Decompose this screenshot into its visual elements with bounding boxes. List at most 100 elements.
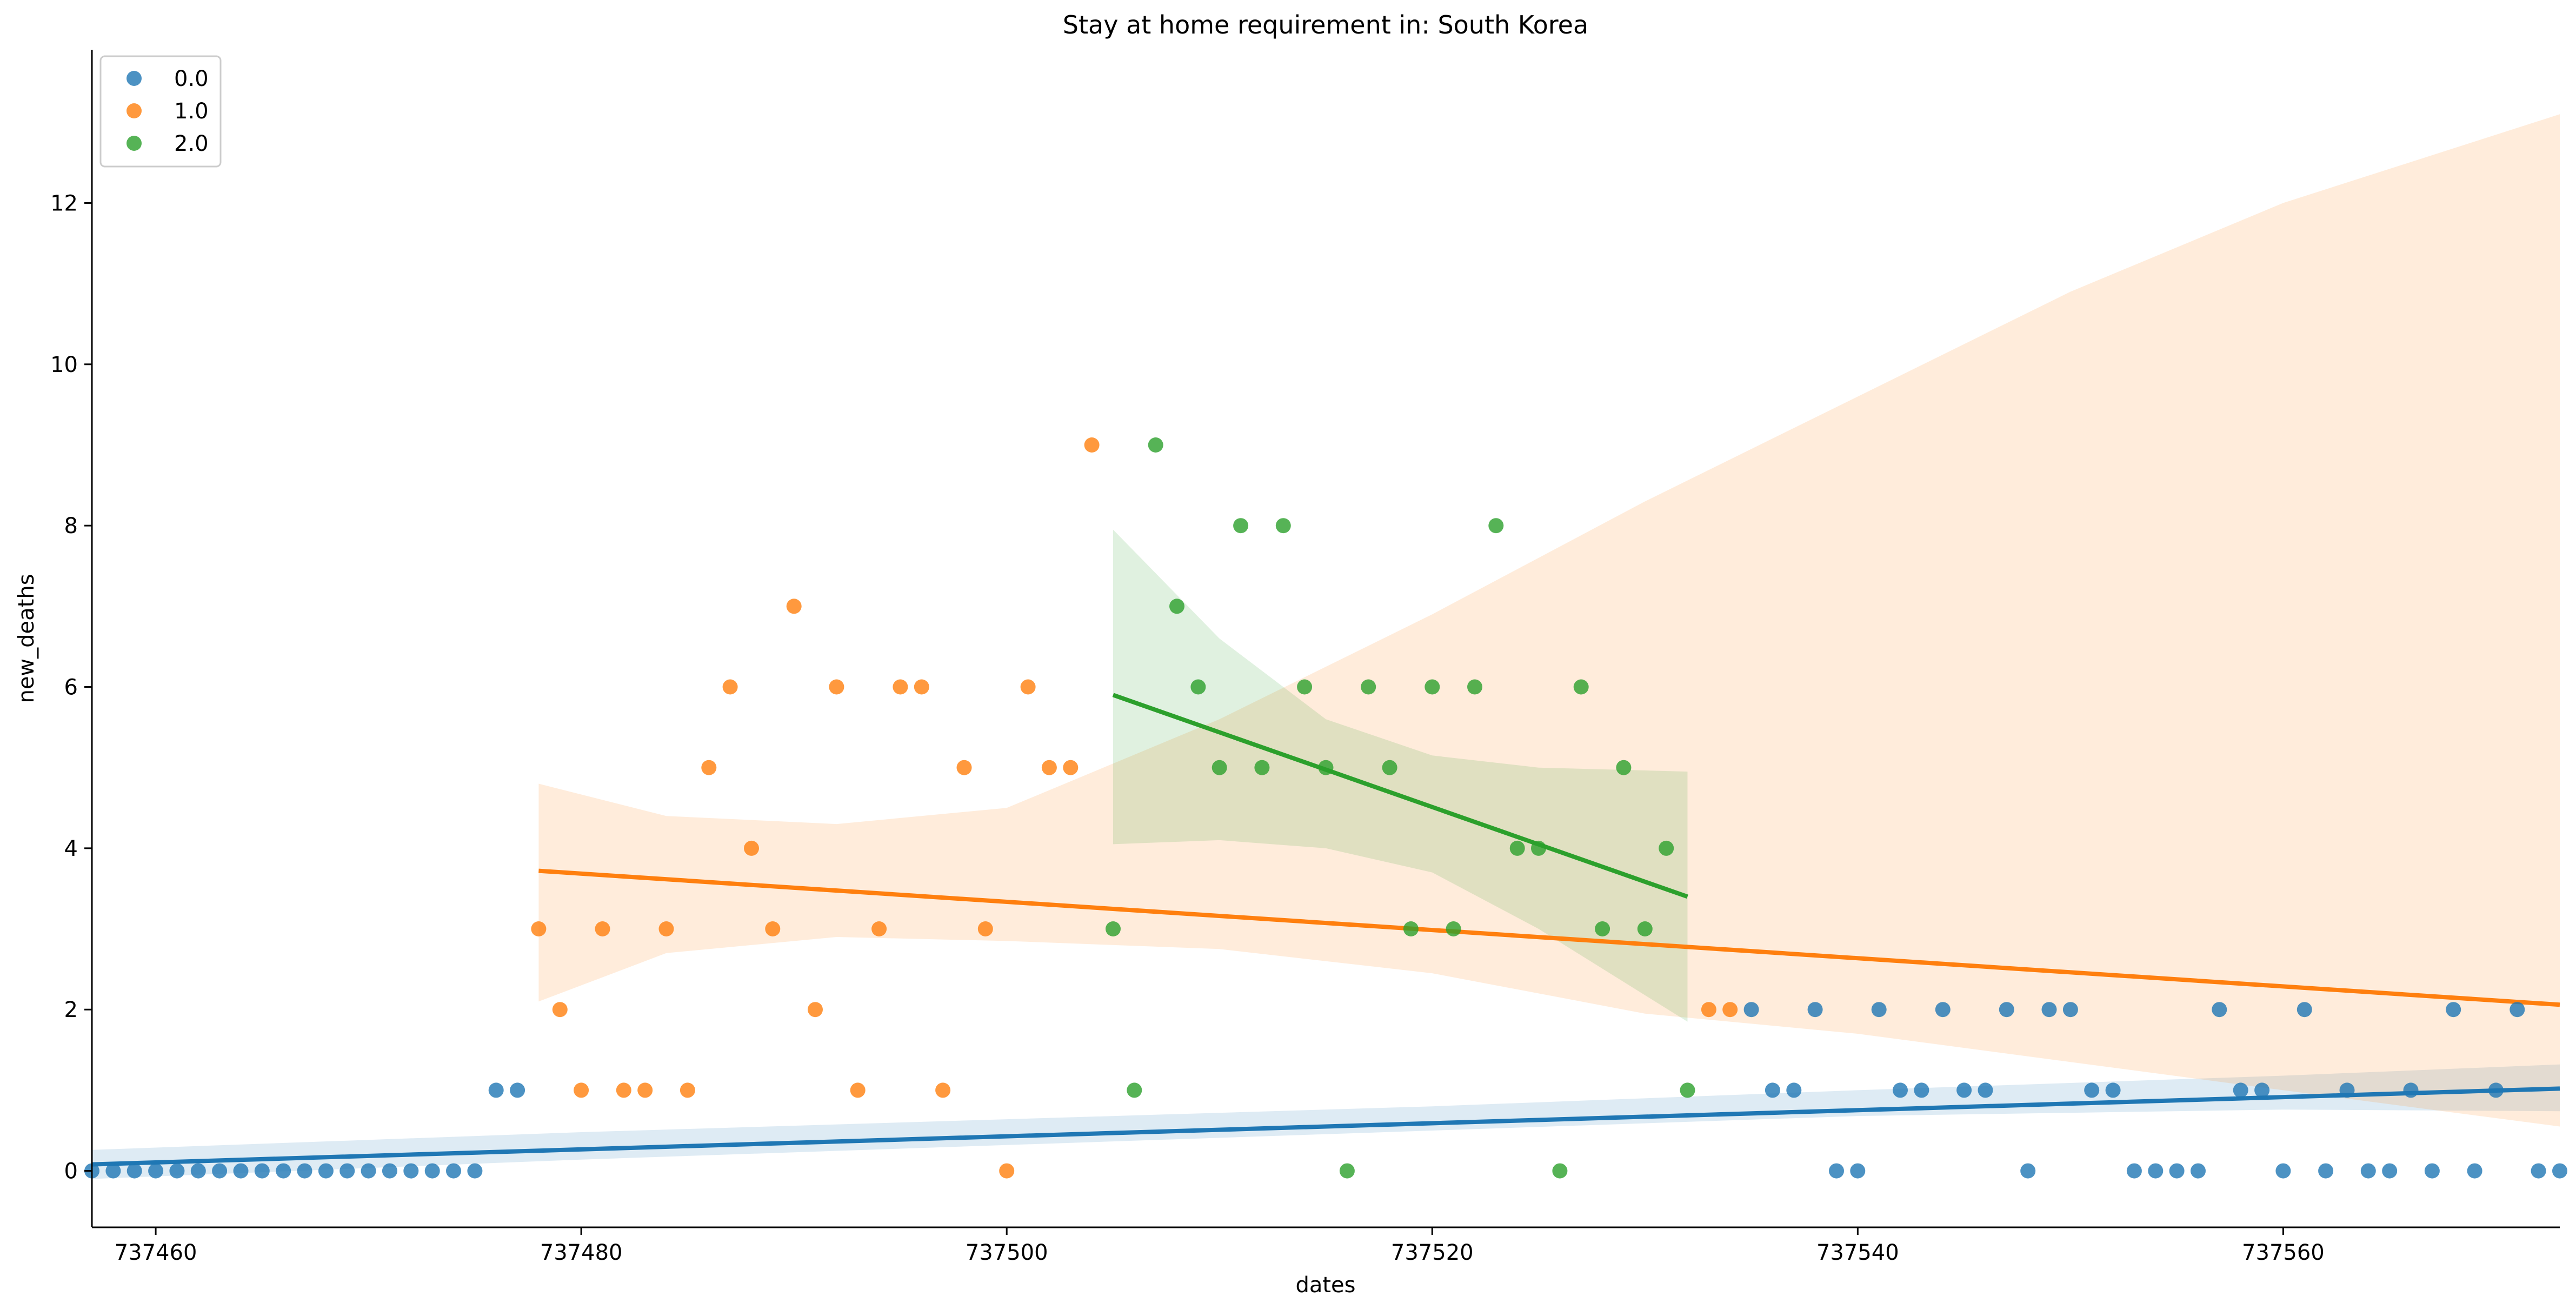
data-point-2.0 (1254, 760, 1270, 775)
data-point-0.0 (254, 1163, 270, 1179)
data-point-0.0 (446, 1163, 461, 1179)
data-point-1.0 (574, 1082, 589, 1098)
data-point-2.0 (1488, 518, 1504, 534)
data-point-0.0 (2191, 1163, 2206, 1179)
data-point-2.0 (1297, 679, 1313, 695)
data-point-0.0 (190, 1163, 206, 1179)
data-point-0.0 (1850, 1163, 1866, 1179)
data-point-0.0 (2424, 1163, 2440, 1179)
y-tick-label: 10 (50, 353, 78, 377)
regression-line-2.0 (1112, 693, 1688, 899)
data-point-0.0 (1871, 1002, 1887, 1018)
data-point-0.0 (2148, 1163, 2164, 1179)
data-point-0.0 (2041, 1002, 2057, 1018)
y-tick-label: 12 (50, 191, 78, 216)
y-tick-label: 0 (64, 1159, 78, 1184)
legend-label: 1.0 (174, 99, 209, 124)
data-point-2.0 (1552, 1163, 1568, 1179)
data-point-2.0 (1509, 840, 1525, 856)
data-point-2.0 (1190, 679, 1206, 695)
data-point-0.0 (2020, 1163, 2036, 1179)
data-point-1.0 (808, 1002, 823, 1018)
data-point-0.0 (382, 1163, 397, 1179)
data-point-0.0 (1935, 1002, 1951, 1018)
data-point-2.0 (1212, 760, 1227, 775)
data-point-2.0 (1169, 599, 1184, 614)
data-point-0.0 (2403, 1082, 2419, 1098)
data-point-0.0 (2254, 1082, 2270, 1098)
data-point-1.0 (531, 921, 547, 936)
x-axis-ticks: 737460 737480 737500 737520 737540 737560 (115, 1227, 2325, 1265)
data-point-0.0 (2360, 1163, 2376, 1179)
data-point-2.0 (1659, 840, 1674, 856)
y-tick-label: 4 (64, 836, 78, 861)
legend: 0.0 1.0 2.0 (99, 55, 222, 168)
data-point-0.0 (2510, 1002, 2525, 1018)
data-point-1.0 (680, 1082, 695, 1098)
confidence-band-2.0 (1113, 529, 1688, 1022)
data-point-0.0 (148, 1163, 164, 1179)
data-point-0.0 (2212, 1002, 2227, 1018)
data-point-0.0 (127, 1163, 142, 1179)
y-axis-label: new_deaths (14, 574, 39, 703)
y-tick-label: 2 (64, 998, 78, 1022)
data-point-1.0 (829, 679, 844, 695)
data-point-0.0 (1999, 1002, 2014, 1018)
data-point-0.0 (2233, 1082, 2248, 1098)
data-point-0.0 (2084, 1082, 2100, 1098)
data-point-1.0 (701, 760, 717, 775)
data-point-0.0 (403, 1163, 419, 1179)
data-point-1.0 (658, 921, 674, 936)
data-point-0.0 (212, 1163, 228, 1179)
data-point-2.0 (1127, 1082, 1142, 1098)
data-point-1.0 (1084, 437, 1100, 453)
data-point-1.0 (999, 1163, 1015, 1179)
data-point-0.0 (276, 1163, 291, 1179)
data-point-0.0 (361, 1163, 376, 1179)
data-point-2.0 (1382, 760, 1397, 775)
data-point-2.0 (1275, 518, 1291, 534)
data-point-1.0 (1020, 679, 1036, 695)
legend-label: 2.0 (174, 131, 209, 156)
x-tick-label: 737500 (966, 1240, 1048, 1265)
data-point-0.0 (2552, 1163, 2567, 1179)
data-point-0.0 (2382, 1163, 2398, 1179)
data-point-0.0 (1978, 1082, 1993, 1098)
data-point-0.0 (1956, 1082, 1972, 1098)
data-point-2.0 (1106, 921, 1121, 936)
legend-marker-1.0 (127, 103, 142, 118)
data-point-2.0 (1425, 679, 1440, 695)
regression-line-1.0 (538, 868, 2560, 1007)
data-point-2.0 (1233, 518, 1249, 534)
x-axis-label: dates (1295, 1273, 1355, 1298)
data-point-0.0 (2531, 1163, 2546, 1179)
data-point-0.0 (424, 1163, 440, 1179)
data-point-0.0 (2318, 1163, 2334, 1179)
confidence-band-0.0 (92, 1064, 2560, 1179)
data-point-0.0 (1765, 1082, 1780, 1098)
data-point-2.0 (1318, 760, 1334, 775)
data-point-0.0 (2467, 1163, 2482, 1179)
data-point-1.0 (616, 1082, 631, 1098)
data-point-1.0 (871, 921, 887, 936)
data-point-2.0 (1403, 921, 1419, 936)
data-point-0.0 (510, 1082, 525, 1098)
data-point-0.0 (318, 1163, 334, 1179)
y-tick-label: 6 (64, 675, 78, 700)
y-tick-label: 8 (64, 514, 78, 539)
data-point-1.0 (956, 760, 972, 775)
data-point-0.0 (2275, 1163, 2291, 1179)
data-point-1.0 (893, 679, 908, 695)
y-axis-ticks: 0 2 4 6 8 10 12 (50, 191, 92, 1184)
data-point-2.0 (1361, 679, 1376, 695)
legend-marker-0.0 (127, 71, 142, 86)
x-tick-label: 737460 (115, 1240, 197, 1265)
x-tick-label: 737560 (2242, 1240, 2325, 1265)
data-point-1.0 (744, 840, 759, 856)
data-point-0.0 (1893, 1082, 1908, 1098)
data-point-0.0 (2339, 1082, 2355, 1098)
data-point-1.0 (935, 1082, 951, 1098)
data-point-0.0 (2446, 1002, 2461, 1018)
